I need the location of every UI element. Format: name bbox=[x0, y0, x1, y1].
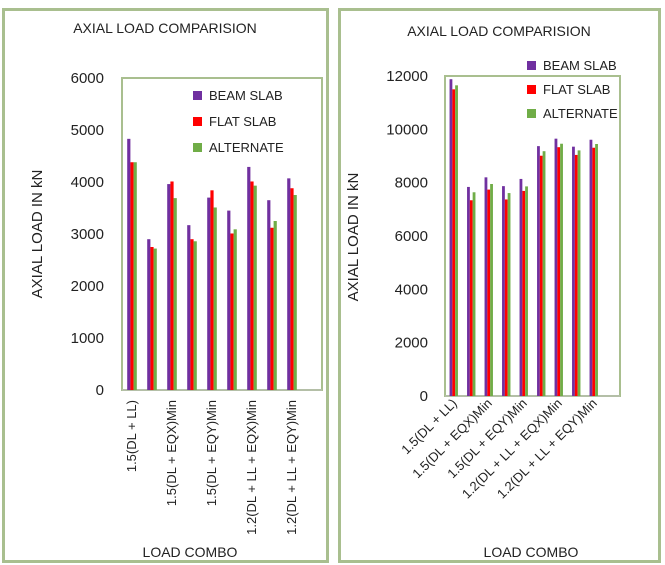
right-legend-label: ALTERNATE bbox=[543, 106, 618, 121]
right-bar-alternate bbox=[560, 143, 563, 396]
left-bar-alternate bbox=[193, 241, 197, 390]
right-y-tick-label: 10000 bbox=[386, 121, 428, 138]
left-legend-label: BEAM SLAB bbox=[209, 88, 283, 103]
right-y-tick-label: 0 bbox=[420, 388, 428, 405]
left-x-tick-label: 1.2(DL + LL + EQX)Min bbox=[244, 400, 259, 535]
left-y-axis-label: AXIAL LOAD IN kN bbox=[29, 170, 46, 299]
right-legend-label: BEAM SLAB bbox=[543, 58, 617, 73]
left-bar-beam-slab bbox=[187, 225, 191, 390]
left-y-tick-label: 6000 bbox=[71, 70, 104, 87]
left-bar-beam-slab bbox=[127, 138, 131, 390]
left-bar-alternate bbox=[293, 195, 297, 390]
left-bar-alternate bbox=[273, 221, 277, 390]
left-y-tick-label: 0 bbox=[96, 382, 104, 399]
right-bar-beam-slab bbox=[449, 79, 453, 396]
left-x-tick-label: 1.5(DL + EQY)Min bbox=[204, 400, 219, 506]
left-bar-alternate bbox=[213, 207, 217, 390]
left-legend-label: FLAT SLAB bbox=[209, 114, 276, 129]
right-bar-flat-slab bbox=[522, 190, 526, 396]
left-bar-flat-slab bbox=[230, 233, 234, 390]
left-y-tick-label: 2000 bbox=[71, 278, 104, 295]
right-bar-beam-slab bbox=[537, 146, 540, 396]
left-bar-alternate bbox=[153, 248, 157, 390]
right-bar-flat-slab bbox=[487, 189, 491, 396]
left-bar-beam-slab bbox=[167, 184, 171, 390]
right-bar-flat-slab bbox=[452, 89, 456, 396]
left-bar-beam-slab bbox=[287, 178, 291, 390]
right-bar-beam-slab bbox=[502, 186, 505, 396]
right-legend-swatch bbox=[527, 85, 536, 94]
left-bar-flat-slab bbox=[250, 181, 254, 390]
left-bar-flat-slab bbox=[130, 162, 134, 390]
left-bar-flat-slab bbox=[190, 239, 194, 390]
right-bar-flat-slab bbox=[574, 154, 578, 396]
right-y-tick-label: 4000 bbox=[395, 281, 428, 298]
left-x-tick-label: 1.5(DL + LL) bbox=[124, 400, 139, 472]
right-bar-alternate bbox=[455, 85, 458, 396]
left-legend-label: ALTERNATE bbox=[209, 140, 284, 155]
right-bar-alternate bbox=[577, 150, 581, 396]
left-bar-flat-slab bbox=[150, 247, 154, 390]
left-bar-flat-slab bbox=[270, 227, 274, 390]
right-bar-alternate bbox=[490, 184, 493, 396]
right-bar-alternate bbox=[472, 192, 476, 396]
left-bar-beam-slab bbox=[147, 239, 151, 390]
left-bar-alternate bbox=[133, 162, 137, 390]
right-y-tick-label: 2000 bbox=[395, 335, 428, 352]
left-legend-swatch bbox=[193, 91, 202, 100]
left-y-tick-label: 1000 bbox=[71, 330, 104, 347]
left-bar-beam-slab bbox=[227, 210, 231, 390]
right-legend-swatch bbox=[527, 109, 536, 118]
right-bar-flat-slab bbox=[539, 155, 543, 396]
right-bar-flat-slab bbox=[469, 200, 473, 396]
right-chart-panel bbox=[338, 8, 661, 563]
right-bar-alternate bbox=[595, 144, 598, 396]
right-bar-alternate bbox=[542, 151, 546, 396]
left-bar-beam-slab bbox=[247, 166, 251, 390]
left-legend-swatch bbox=[193, 143, 202, 152]
right-bar-flat-slab bbox=[592, 147, 596, 396]
right-y-axis-label: AXIAL LOAD IN kN bbox=[345, 173, 362, 302]
right-x-axis-label: LOAD COMBO bbox=[484, 544, 579, 560]
right-chart-title: AXIAL LOAD COMPARISION bbox=[407, 23, 591, 39]
left-bar-alternate bbox=[253, 185, 257, 390]
left-chart-title: AXIAL LOAD COMPARISION bbox=[73, 20, 257, 36]
left-bar-beam-slab bbox=[267, 200, 271, 390]
right-y-tick-label: 6000 bbox=[395, 228, 428, 245]
left-bar-flat-slab bbox=[210, 190, 214, 390]
right-bar-flat-slab bbox=[504, 199, 508, 396]
right-bar-beam-slab bbox=[467, 186, 470, 396]
right-bar-flat-slab bbox=[557, 147, 561, 396]
left-x-tick-label: 1.2(DL + LL + EQY)Min bbox=[284, 400, 299, 535]
right-bar-alternate bbox=[525, 186, 528, 396]
left-bar-beam-slab bbox=[207, 197, 211, 390]
right-legend-label: FLAT SLAB bbox=[543, 82, 610, 97]
right-bar-beam-slab bbox=[589, 139, 593, 396]
left-bar-alternate bbox=[233, 229, 237, 390]
left-y-tick-label: 4000 bbox=[71, 174, 104, 191]
right-bar-beam-slab bbox=[519, 178, 523, 396]
left-y-tick-label: 3000 bbox=[71, 226, 104, 243]
right-y-tick-label: 8000 bbox=[395, 175, 428, 192]
left-y-tick-label: 5000 bbox=[71, 122, 104, 139]
left-chart: AXIAL LOAD COMPARISION 0 1000 2000 3000 4000 5… bbox=[29, 20, 323, 560]
right-bar-beam-slab bbox=[484, 177, 488, 396]
right-legend-swatch bbox=[527, 61, 536, 70]
left-bar-flat-slab bbox=[290, 188, 294, 390]
right-bar-beam-slab bbox=[554, 138, 558, 396]
right-chart: AXIAL LOAD COMPARISION 0 2000 4000 6000 8000 1… bbox=[345, 23, 621, 560]
left-x-tick-label: 1.5(DL + EQX)Min bbox=[164, 400, 179, 506]
left-bar-flat-slab bbox=[170, 181, 174, 390]
left-bar-alternate bbox=[173, 198, 177, 390]
right-bar-alternate bbox=[507, 193, 511, 396]
right-y-tick-label: 12000 bbox=[386, 68, 428, 85]
left-x-axis-label: LOAD COMBO bbox=[143, 544, 238, 560]
right-bar-beam-slab bbox=[572, 146, 575, 396]
left-legend-swatch bbox=[193, 117, 202, 126]
